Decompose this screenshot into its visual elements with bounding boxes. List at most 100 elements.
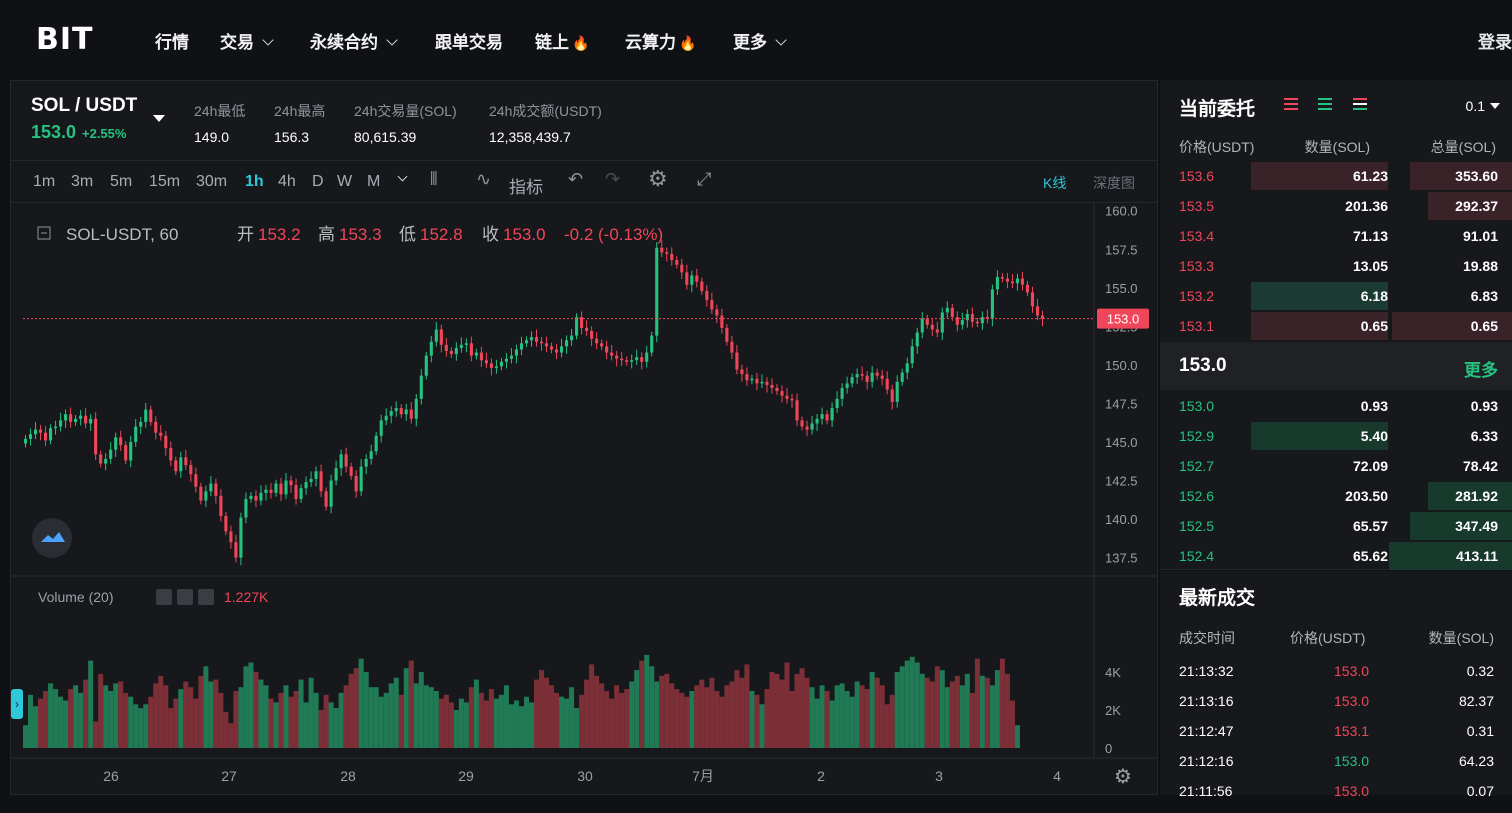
trade-price: 153.0 <box>1334 663 1370 679</box>
chevron-down-icon[interactable] <box>397 169 408 192</box>
volume-bar <box>594 675 600 748</box>
ask-row[interactable]: 153.2 6.18 6.83 <box>1160 280 1512 310</box>
latest-trades: 最新成交 成交时间 价格(USDT) 数量(SOL) 21:13:32 153.0… <box>1160 571 1512 799</box>
candle-type-icon[interactable]: ⫴ <box>430 169 438 189</box>
book-qty: 61.23 <box>1352 168 1388 184</box>
more-link[interactable]: 更多 <box>1464 361 1498 380</box>
volume-bar <box>148 696 154 748</box>
volume-bar <box>233 691 239 748</box>
timeframe-3m[interactable]: 3m <box>71 173 94 190</box>
legend-collapse-icon[interactable] <box>37 226 51 240</box>
timeframe-W[interactable]: W <box>337 173 353 190</box>
volume-bar <box>48 683 54 748</box>
timeframe-1m[interactable]: 1m <box>33 173 56 190</box>
volume-bar <box>649 666 655 748</box>
volume-bar <box>323 694 329 748</box>
undo-icon[interactable]: ↶ <box>568 169 584 189</box>
ask-row[interactable]: 153.3 13.05 19.88 <box>1160 250 1512 280</box>
pair-selector[interactable]: SOL / USDT <box>31 95 138 116</box>
timeframe-M[interactable]: M <box>367 173 381 190</box>
bid-row[interactable]: 152.6 203.50 281.92 <box>1160 480 1512 510</box>
trade-time: 21:13:32 <box>1179 663 1234 679</box>
caret-down-icon[interactable] <box>153 115 165 122</box>
axis-settings-gear-icon[interactable]: ⚙ <box>1114 766 1132 788</box>
login-button[interactable]: 登录 <box>1478 33 1512 52</box>
candle-body <box>705 290 709 301</box>
ask-row[interactable]: 153.6 61.23 353.60 <box>1160 160 1512 190</box>
nav-item[interactable]: 永续合约 <box>310 28 398 53</box>
bid-row[interactable]: 153.0 0.93 0.93 <box>1160 390 1512 420</box>
volume-bar <box>398 694 404 748</box>
timeframe-15m[interactable]: 15m <box>149 173 181 190</box>
time-tick-label: 3 <box>935 768 943 784</box>
bid-row[interactable]: 152.4 65.62 413.11 <box>1160 540 1512 570</box>
nav-item[interactable]: 跟单交易 <box>435 28 503 53</box>
nav-item-label: 跟单交易 <box>435 33 503 52</box>
precision-select[interactable]: 0.1 <box>1466 98 1500 114</box>
volume-bar <box>93 721 99 748</box>
volume-bar <box>884 704 890 748</box>
nav-item[interactable]: 云算力 🔥 <box>625 28 696 53</box>
close-icon[interactable] <box>198 589 214 605</box>
candle-body <box>870 372 874 382</box>
candlestick-chart[interactable]: 160.0157.5155.0152.5150.0147.5145.0142.5… <box>11 203 1157 795</box>
fullscreen-icon[interactable]: ⤢ <box>697 169 712 189</box>
time-tick-label: 2 <box>817 768 825 784</box>
candle-body <box>369 451 373 459</box>
book-qty: 6.18 <box>1360 288 1388 304</box>
collapse-toggle-icon[interactable]: › <box>11 689 23 719</box>
nav-item[interactable]: 链上 🔥 <box>535 28 589 53</box>
nav-item[interactable]: 行情 <box>155 28 189 53</box>
timeframe-4h[interactable]: 4h <box>278 173 296 190</box>
timeframe-30m[interactable]: 30m <box>196 173 228 190</box>
volume-bar <box>333 708 339 748</box>
volume-bar <box>1004 673 1010 748</box>
book-asks-view-icon[interactable] <box>1284 98 1300 112</box>
candle-body <box>830 408 834 421</box>
bid-row[interactable]: 152.7 72.09 78.42 <box>1160 450 1512 480</box>
tab-kline[interactable]: K线 <box>1043 175 1067 191</box>
volume-bar <box>899 666 905 748</box>
nav-item[interactable]: 交易 <box>220 28 274 53</box>
ask-row[interactable]: 153.1 0.65 0.65 <box>1160 310 1512 340</box>
candle-body <box>439 329 443 345</box>
volume-legend-label: Volume (20) <box>38 589 113 605</box>
book-qty: 65.62 <box>1352 548 1388 564</box>
price-tick-label: 155.0 <box>1105 281 1138 296</box>
volume-bar <box>188 687 194 748</box>
eye-icon[interactable] <box>156 589 172 605</box>
book-both-view-icon[interactable] <box>1353 98 1369 112</box>
ask-row[interactable]: 153.4 71.13 91.01 <box>1160 220 1512 250</box>
bid-row[interactable]: 152.9 5.40 6.33 <box>1160 420 1512 450</box>
redo-icon[interactable]: ↷ <box>605 169 621 189</box>
tradingview-logo[interactable] <box>32 518 72 558</box>
settings-icon[interactable] <box>177 589 193 605</box>
total-depth-bar <box>1410 512 1512 540</box>
candle-body <box>404 409 408 415</box>
volume-bar <box>123 692 129 748</box>
candle-body <box>499 361 503 367</box>
tab-depth[interactable]: 深度图 <box>1093 175 1135 191</box>
candle-body <box>835 398 839 409</box>
last-price: 153.0 <box>31 122 77 142</box>
timeframe-D[interactable]: D <box>312 173 324 190</box>
book-total: 6.33 <box>1470 428 1498 444</box>
bid-row[interactable]: 152.5 65.57 347.49 <box>1160 510 1512 540</box>
candle-body <box>965 314 969 321</box>
candle-body <box>549 346 554 350</box>
nav-item[interactable]: 更多 <box>733 28 787 53</box>
ask-row[interactable]: 153.5 201.36 292.37 <box>1160 190 1512 220</box>
timeframe-1h[interactable]: 1h <box>245 173 264 190</box>
settings-gear-icon[interactable]: ⚙ <box>648 166 668 191</box>
brand-logo[interactable]: BIT <box>36 22 94 57</box>
indicator-button[interactable]: 指标 <box>509 178 543 197</box>
timeframe-5m[interactable]: 5m <box>110 173 133 190</box>
price-tick-label: 140.0 <box>1105 512 1138 527</box>
candle-body <box>149 409 153 422</box>
volume-bar <box>453 710 459 748</box>
indicator-icon[interactable]: ∿ <box>476 169 492 189</box>
candle-body <box>69 414 73 422</box>
candle-body <box>860 374 864 376</box>
book-bids-view-icon[interactable] <box>1318 98 1334 112</box>
volume-bar <box>814 698 820 748</box>
